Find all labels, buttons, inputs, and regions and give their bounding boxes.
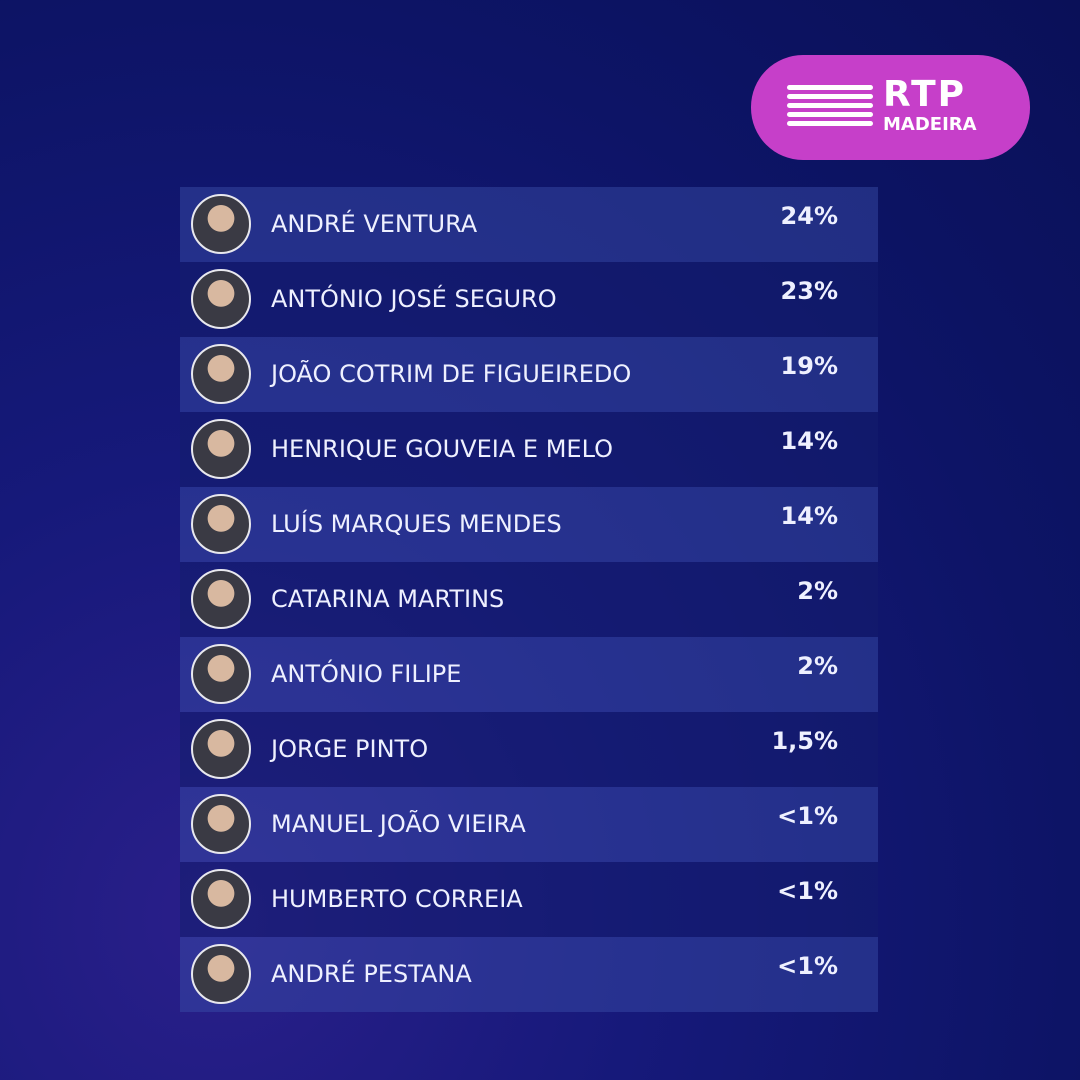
- table-row: ANDRÉ PESTANA <1%: [180, 937, 878, 1012]
- table-row: JORGE PINTO 1,5%: [180, 712, 878, 787]
- results-table: ANDRÉ VENTURA 24% ANTÓNIO JOSÉ SEGURO 23% JO…: [180, 187, 878, 1012]
- candidate-photo: [191, 944, 251, 1004]
- table-row: ANTÓNIO FILIPE 2%: [180, 637, 878, 712]
- candidate-name: HUMBERTO CORREIA: [271, 885, 523, 913]
- candidate-photo: [191, 419, 251, 479]
- candidate-name: ANTÓNIO JOSÉ SEGURO: [271, 285, 557, 313]
- candidate-percentage: <1%: [777, 877, 838, 905]
- candidate-name: JORGE PINTO: [271, 735, 429, 763]
- candidate-percentage: 14%: [780, 427, 838, 455]
- logo-icon: [787, 85, 873, 131]
- table-row: ANDRÉ VENTURA 24%: [180, 187, 878, 262]
- candidate-name: JOÃO COTRIM DE FIGUEIREDO: [271, 360, 632, 388]
- candidate-percentage: <1%: [777, 802, 838, 830]
- table-row: MANUEL JOÃO VIEIRA <1%: [180, 787, 878, 862]
- candidate-name: CATARINA MARTINS: [271, 585, 505, 613]
- candidate-percentage: <1%: [777, 952, 838, 980]
- candidate-percentage: 14%: [780, 502, 838, 530]
- candidate-percentage: 23%: [780, 277, 838, 305]
- candidate-name: MANUEL JOÃO VIEIRA: [271, 810, 526, 838]
- candidate-percentage: 19%: [780, 352, 838, 380]
- logo-region: MADEIRA: [883, 114, 977, 135]
- table-row: JOÃO COTRIM DE FIGUEIREDO 19%: [180, 337, 878, 412]
- table-row: HENRIQUE GOUVEIA E MELO 14%: [180, 412, 878, 487]
- table-row: HUMBERTO CORREIA <1%: [180, 862, 878, 937]
- candidate-name: ANTÓNIO FILIPE: [271, 660, 462, 688]
- logo: RTP MADEIRA: [751, 55, 1030, 160]
- candidate-name: HENRIQUE GOUVEIA E MELO: [271, 435, 613, 463]
- candidate-photo: [191, 719, 251, 779]
- candidate-photo: [191, 344, 251, 404]
- table-row: LUÍS MARQUES MENDES 14%: [180, 487, 878, 562]
- candidate-photo: [191, 569, 251, 629]
- table-row: CATARINA MARTINS 2%: [180, 562, 878, 637]
- candidate-percentage: 2%: [797, 577, 838, 605]
- candidate-photo: [191, 269, 251, 329]
- candidate-percentage: 1,5%: [771, 727, 838, 755]
- candidate-photo: [191, 794, 251, 854]
- table-row: ANTÓNIO JOSÉ SEGURO 23%: [180, 262, 878, 337]
- candidate-name: ANDRÉ VENTURA: [271, 210, 478, 238]
- candidate-photo: [191, 494, 251, 554]
- candidate-photo: [191, 644, 251, 704]
- candidate-percentage: 24%: [780, 202, 838, 230]
- candidate-photo: [191, 194, 251, 254]
- candidate-percentage: 2%: [797, 652, 838, 680]
- candidate-photo: [191, 869, 251, 929]
- candidate-name: ANDRÉ PESTANA: [271, 960, 472, 988]
- logo-brand: RTP: [883, 74, 967, 115]
- candidate-name: LUÍS MARQUES MENDES: [271, 510, 562, 538]
